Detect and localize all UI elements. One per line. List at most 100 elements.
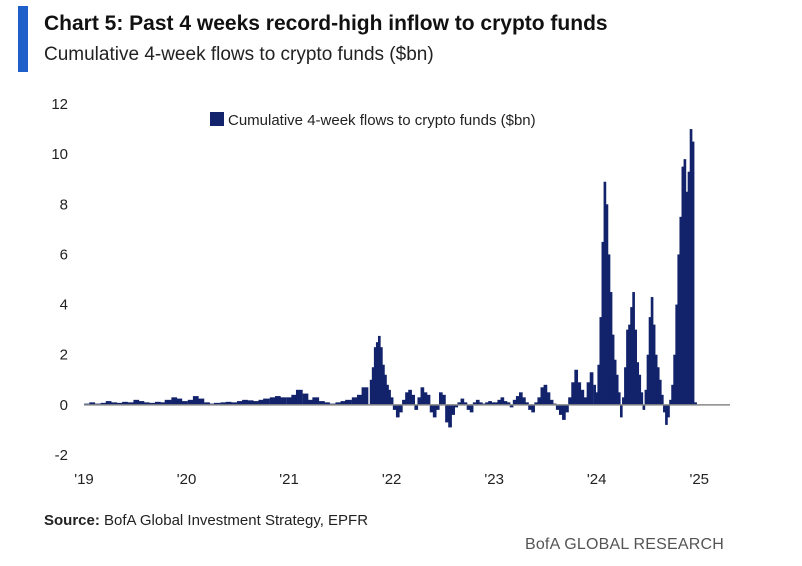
source-note: Source: BofA Global Investment Strategy,… <box>44 512 368 529</box>
x-axis: '19 '20 '21 '22 '23 '24 '25 <box>74 471 709 488</box>
bar <box>225 401 232 405</box>
bar-series <box>84 129 697 428</box>
bar <box>466 404 471 410</box>
bar <box>589 372 594 405</box>
bar <box>622 397 625 405</box>
x-tick-label: '20 <box>177 471 197 488</box>
bar <box>457 402 462 405</box>
bar <box>375 342 379 405</box>
bar <box>463 402 468 405</box>
bar <box>642 404 646 410</box>
bar <box>503 401 508 405</box>
bar <box>693 402 697 405</box>
bar <box>669 399 672 405</box>
bar <box>478 402 483 405</box>
y-axis: -2 0 2 4 6 8 10 12 <box>51 96 68 464</box>
bar <box>122 401 128 405</box>
bar <box>373 347 377 405</box>
bar <box>253 401 260 405</box>
bar <box>263 398 270 405</box>
bar <box>689 129 693 405</box>
bar <box>324 402 330 405</box>
bar <box>426 394 431 405</box>
bar <box>154 401 161 405</box>
bar <box>171 397 178 405</box>
bar <box>522 397 526 405</box>
bar <box>110 402 118 405</box>
bar <box>624 367 627 405</box>
bar <box>420 387 425 405</box>
bar <box>580 389 585 405</box>
bar <box>534 402 539 405</box>
bar <box>445 404 449 423</box>
bar <box>246 400 254 405</box>
bar <box>537 397 542 405</box>
bar <box>515 396 520 405</box>
bar <box>138 401 145 405</box>
bar <box>423 392 428 405</box>
y-tick-label: 6 <box>60 246 68 263</box>
bar <box>630 307 633 405</box>
bar <box>230 402 238 405</box>
bar <box>652 324 656 405</box>
legend-swatch <box>210 112 224 126</box>
bar <box>607 254 611 405</box>
bar <box>451 404 455 415</box>
bar <box>384 374 387 405</box>
bar <box>681 166 685 405</box>
bar <box>673 354 676 405</box>
bar <box>302 393 309 405</box>
bar <box>286 397 292 405</box>
bar <box>242 399 248 405</box>
bar <box>192 396 199 405</box>
bar <box>126 402 134 405</box>
bar <box>663 404 666 413</box>
bar <box>274 396 281 405</box>
bar <box>640 392 644 405</box>
bar <box>454 404 459 408</box>
bar <box>386 384 389 405</box>
bar <box>181 401 188 405</box>
y-tick-label: 2 <box>60 347 68 364</box>
bar <box>512 399 517 405</box>
bar <box>388 389 391 405</box>
bar <box>345 399 352 405</box>
bar <box>644 389 648 405</box>
y-tick-label: 10 <box>51 146 68 163</box>
bar <box>549 399 554 405</box>
bar <box>558 404 563 415</box>
bar <box>636 362 640 405</box>
bar <box>351 397 358 405</box>
bar <box>665 404 668 425</box>
bar <box>626 329 629 405</box>
bar <box>500 397 505 405</box>
bar <box>603 181 607 405</box>
bar <box>371 367 375 405</box>
bar <box>628 324 631 405</box>
bar <box>133 399 140 405</box>
bar <box>395 404 400 418</box>
bar <box>432 404 437 418</box>
bar <box>497 399 502 405</box>
bar <box>648 317 652 405</box>
chart-title: Chart 5: Past 4 weeks record-high inflow… <box>44 12 608 35</box>
bar <box>617 392 621 405</box>
bar <box>571 382 575 405</box>
bar <box>414 404 419 410</box>
bar <box>392 404 397 410</box>
bar <box>160 402 166 405</box>
bar <box>574 369 579 405</box>
legend-label: Cumulative 4-week flows to crypto funds … <box>228 112 536 129</box>
bar <box>382 364 385 405</box>
bar <box>377 335 381 405</box>
bar <box>611 334 615 405</box>
bar <box>632 292 635 405</box>
x-tick-label: '22 <box>382 471 402 488</box>
bar <box>654 354 658 405</box>
bar <box>442 394 446 405</box>
bar <box>269 397 276 405</box>
bar <box>609 292 613 405</box>
bar <box>435 404 440 410</box>
bar <box>460 398 465 405</box>
bar <box>555 404 560 410</box>
